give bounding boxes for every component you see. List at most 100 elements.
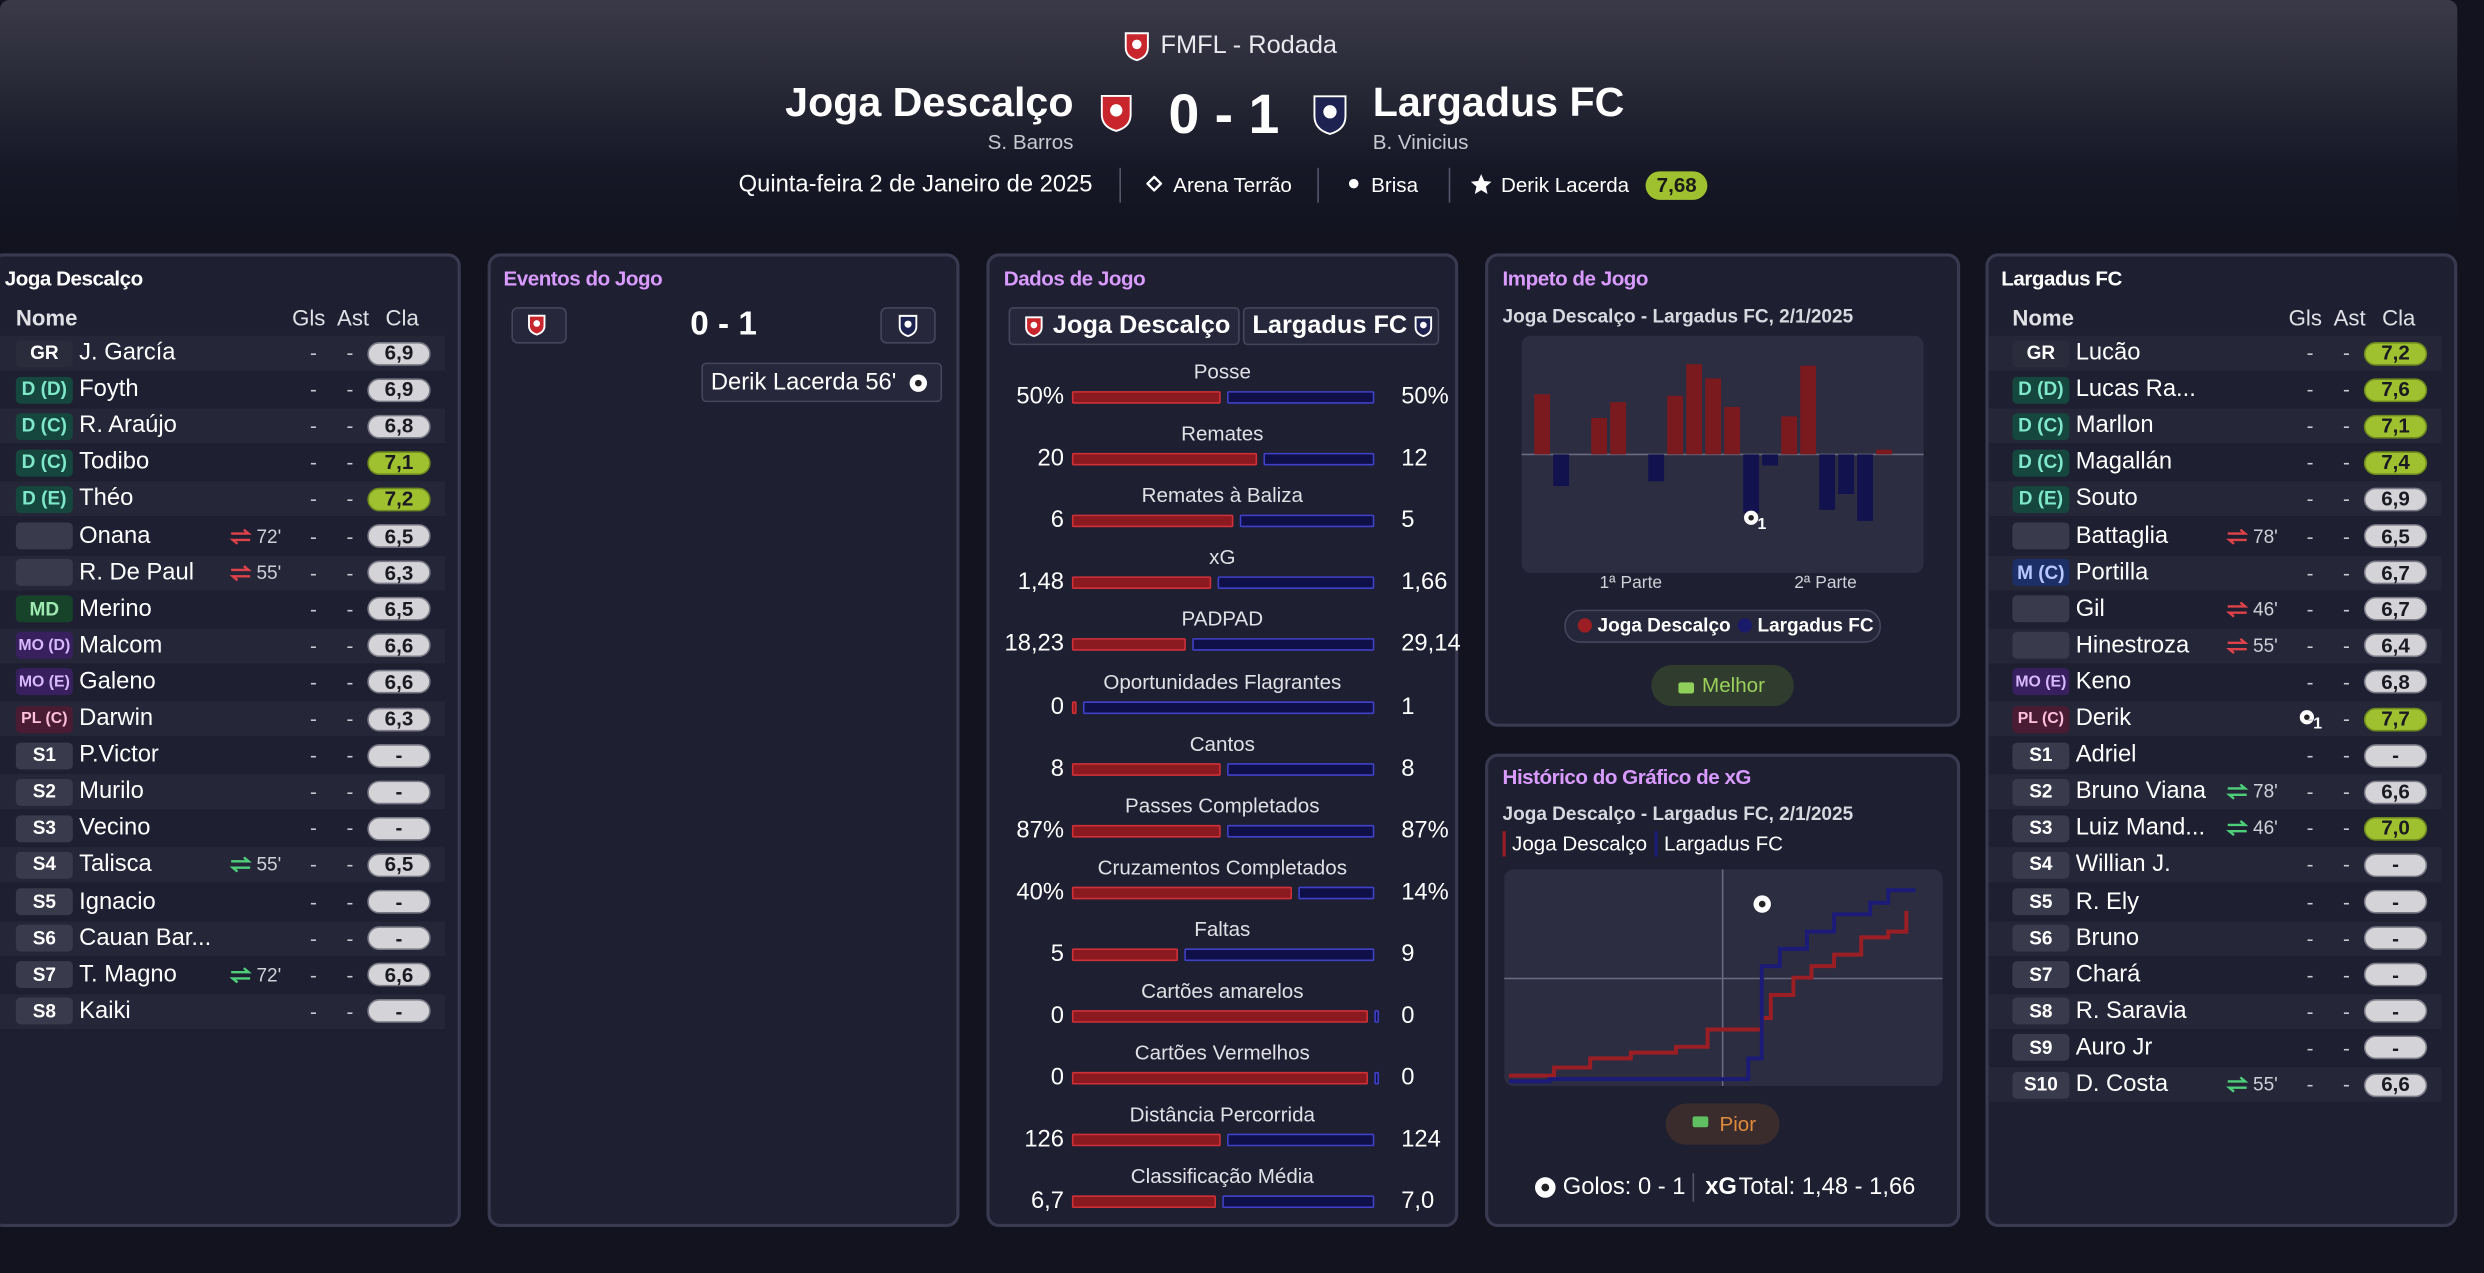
assists: - <box>2343 743 2350 767</box>
rating: - <box>2392 925 2399 950</box>
rating: 6,5 <box>384 523 414 548</box>
events-panel <box>487 253 960 1228</box>
position-badge: D (C) <box>15 449 73 477</box>
stat-home: 18,23 <box>1004 630 1064 658</box>
team-crest <box>1414 316 1433 338</box>
rating-pill: 6,7 <box>2363 597 2428 621</box>
player-name: Murilo <box>79 777 144 805</box>
goal-count: 1 <box>2313 715 2323 734</box>
tab <box>1008 307 1240 346</box>
rating: 6,9 <box>2381 487 2410 511</box>
assists: - <box>2343 706 2350 731</box>
player-name: Gil <box>2075 594 2105 622</box>
stat-bar-home <box>1071 1072 1368 1085</box>
goals: - <box>310 340 317 365</box>
position-badge: S7 <box>15 961 73 989</box>
team-crest <box>528 314 546 336</box>
stat-label: xG <box>1209 545 1236 570</box>
position-label: MD <box>29 597 60 620</box>
arrow <box>2226 1076 2249 1093</box>
panel-subtitle: Joga Descalço - Largadus FC, 2/1/2025 <box>1502 305 1854 328</box>
weather: Brisa <box>1371 172 1419 197</box>
goals: - <box>2306 925 2314 950</box>
stat-away: 12 <box>1401 445 1428 472</box>
position-badge: S2 <box>15 778 73 806</box>
better-button[interactable] <box>1651 664 1794 707</box>
dot <box>1737 618 1752 633</box>
rating-pill: 6,8 <box>2363 670 2428 695</box>
position-badge: S1 <box>15 741 73 769</box>
goals: - <box>310 925 317 950</box>
arrow <box>2226 528 2249 544</box>
position-badge <box>15 522 73 550</box>
position-badge: GR <box>15 339 73 367</box>
position-badge: S4 <box>2012 851 2070 879</box>
legend-dot <box>1577 618 1593 633</box>
position-label: S3 <box>2029 816 2053 839</box>
player-name: R. De Paul <box>79 558 195 586</box>
position-badge: S5 <box>15 888 73 916</box>
rating: - <box>2392 852 2399 877</box>
position-label: D (E) <box>2018 487 2064 510</box>
competition: FMFL - Rodada <box>1160 32 1338 60</box>
stat-bar-home <box>1071 1010 1368 1023</box>
legend-dot <box>1737 618 1752 633</box>
goals: - <box>2306 743 2314 767</box>
stat-bar-away <box>1297 886 1375 899</box>
ball-patch <box>914 379 922 387</box>
stat-home: 87% <box>1016 816 1064 844</box>
stat-bar-home <box>1071 638 1186 652</box>
position-label: GR <box>30 341 59 364</box>
position-badge: S1 <box>2012 741 2070 769</box>
sub-out-icon <box>2226 528 2249 544</box>
stat-bar-home <box>1071 886 1292 899</box>
rating-pill: 6,5 <box>367 597 431 621</box>
player-name: J. García <box>79 338 176 366</box>
stat-away: 0 <box>1401 1064 1415 1092</box>
momentum-bar <box>1591 417 1608 455</box>
thumb-down-icon <box>1692 1116 1709 1128</box>
player-name: Hinestroza <box>2075 631 2190 659</box>
xg-chart <box>1504 869 1943 1087</box>
worse-button[interactable] <box>1665 1103 1780 1145</box>
player-name: Battaglia <box>2075 521 2169 549</box>
home-tab: Joga Descalço <box>1052 312 1231 340</box>
player-name: Bruno Viana <box>2075 777 2207 805</box>
column-header: Ast <box>337 304 370 331</box>
goals: - <box>310 852 317 877</box>
goals: - <box>310 450 317 475</box>
period-label: 1ª Parte <box>1599 573 1663 593</box>
thumb <box>1692 1116 1709 1128</box>
header-bg <box>0 0 2458 238</box>
position-label: M (C) <box>2017 560 2065 583</box>
position-badge: MD <box>15 595 73 623</box>
rating-pill: 6,7 <box>2363 560 2428 585</box>
rating: 6,9 <box>384 340 414 365</box>
summary-goals: Golos: 0 - 1 <box>1562 1173 1686 1201</box>
stat-bar-away <box>1226 762 1375 776</box>
position-badge: S5 <box>2012 888 2070 916</box>
rating-pill: 6,6 <box>2363 780 2428 804</box>
position-badge: S6 <box>15 924 73 952</box>
stat-bar-away <box>1226 824 1375 838</box>
assists: - <box>346 779 354 804</box>
rating: - <box>2392 999 2399 1023</box>
rating: 6,6 <box>384 962 414 987</box>
assists: - <box>346 487 354 511</box>
rating-pill: 6,3 <box>367 560 431 585</box>
position-label: MO (E) <box>2015 673 2067 691</box>
stat-bar-home <box>1071 1133 1222 1147</box>
assists: - <box>2343 779 2350 804</box>
player-name: Merino <box>79 594 152 622</box>
rating: - <box>395 779 403 804</box>
goals: - <box>2306 633 2314 658</box>
weather-icon <box>1348 178 1359 189</box>
crest-dot <box>533 320 541 327</box>
star-icon <box>1470 174 1492 194</box>
stats-panel <box>986 253 1459 1228</box>
rating: 7,6 <box>2381 377 2410 402</box>
column-header: Nome <box>15 304 78 331</box>
rating: 6,6 <box>384 633 414 658</box>
sub-in-icon <box>229 966 252 983</box>
summary-xg-label: xG <box>1705 1173 1737 1201</box>
